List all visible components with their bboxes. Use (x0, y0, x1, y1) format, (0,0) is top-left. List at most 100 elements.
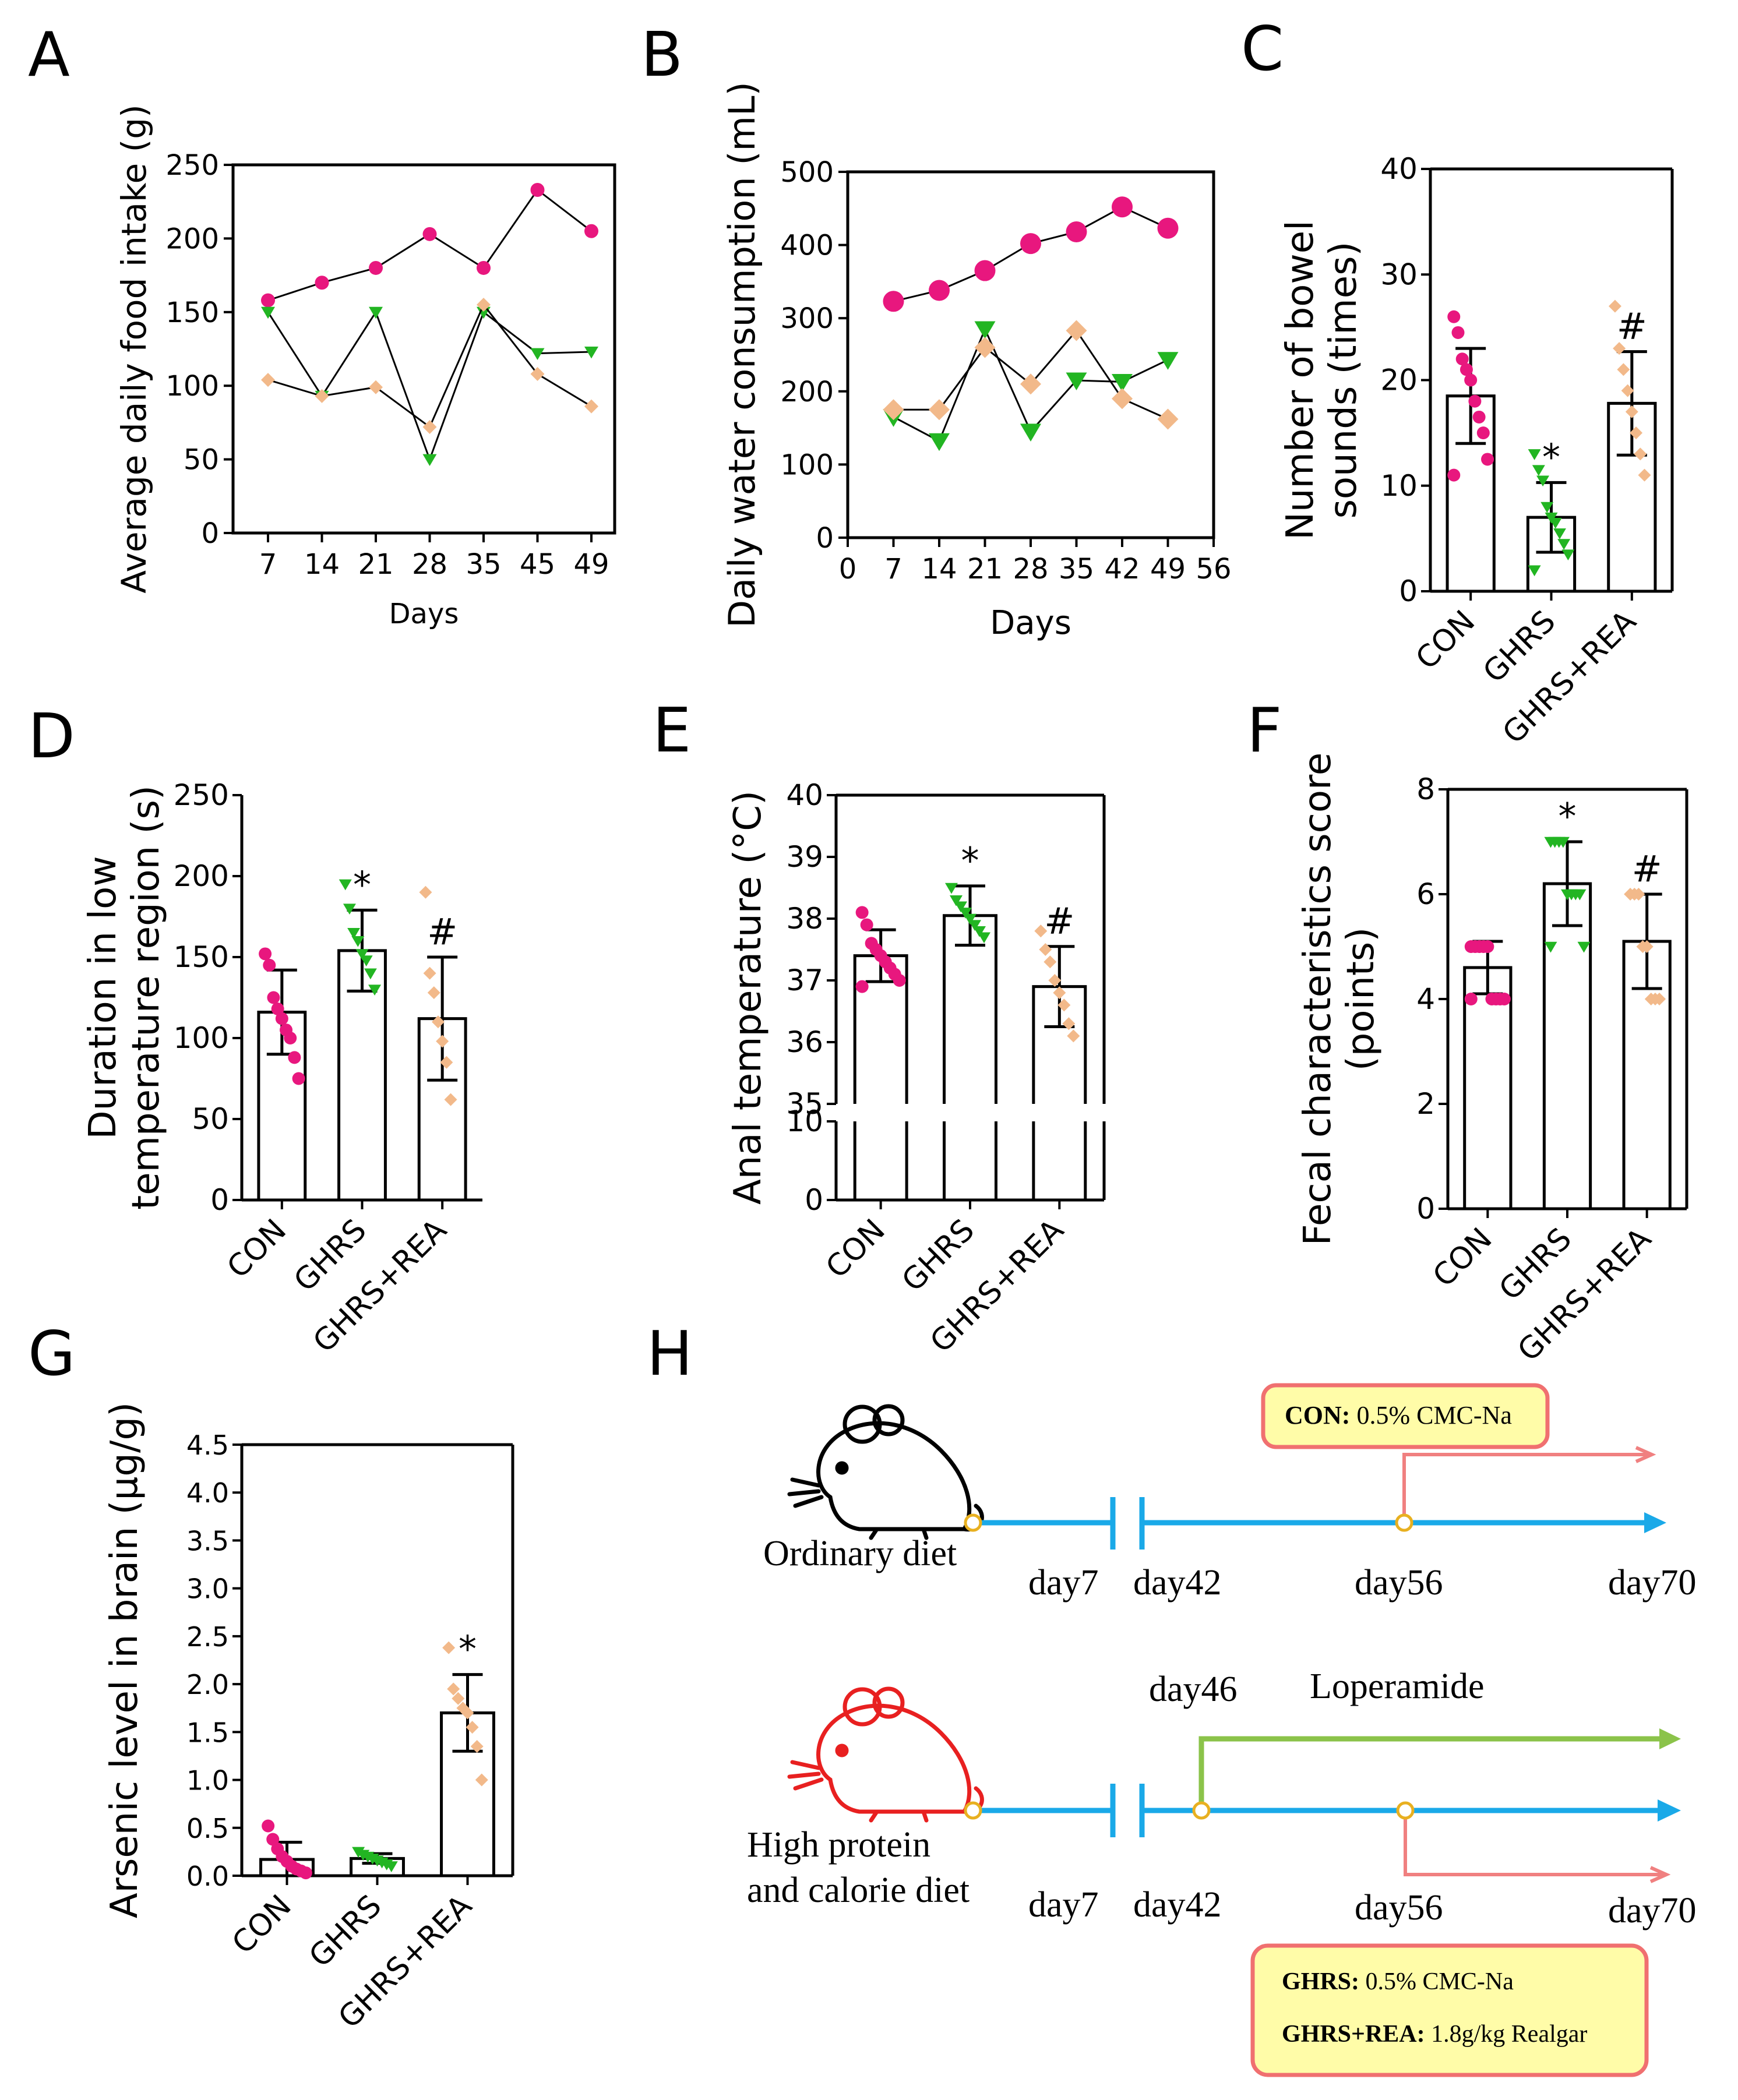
data-point-ghrs+rea (1057, 998, 1071, 1012)
data-point-ghrs+rea (1053, 986, 1066, 1000)
bottom-day42: day42 (1133, 1885, 1222, 1925)
series-line-ghrs (267, 310, 592, 462)
data-point-ghrs+rea (1632, 888, 1645, 901)
day46-label: day46 (1149, 1670, 1238, 1709)
data-point-con (267, 991, 280, 1004)
data-point-con (1468, 394, 1482, 408)
y-tick-label: 4.5 (186, 1430, 229, 1461)
data-point-con (1066, 221, 1087, 242)
x-tick-label: 49 (1150, 553, 1186, 585)
y-axis-label-line-1: sounds (times) (1322, 242, 1365, 519)
x-tick-label: 45 (520, 548, 555, 581)
ghrs-box-line2: GHRS+REA: 1.8g/kg Realgar (1282, 2021, 1587, 2048)
data-point-con (263, 958, 276, 972)
y-tick-label: 2.0 (186, 1669, 229, 1700)
data-point-ghrs (1532, 465, 1545, 477)
y-tick-label: 6 (1416, 877, 1435, 911)
data-point-ghrs+rea (444, 1093, 457, 1106)
y-tick-label: 1.5 (186, 1717, 229, 1748)
x-tick-label: CON (819, 1213, 892, 1286)
data-point-con (284, 1032, 297, 1044)
x-tick-label: 21 (967, 553, 1003, 585)
data-point-ghrs (1549, 517, 1562, 529)
data-point-ghrs+rea (1039, 943, 1052, 956)
data-point-ghrs (369, 306, 383, 319)
data-point-ghrs (958, 908, 972, 919)
top-day56: day56 (1355, 1563, 1443, 1603)
data-point-ghrs+rea (584, 399, 598, 414)
data-point-ghrs+rea (447, 1682, 460, 1696)
data-point-ghrs+rea (1617, 363, 1630, 376)
data-point-con (893, 974, 906, 987)
y-tick-label: 0 (805, 1183, 823, 1217)
data-point-ghrs+rea (883, 399, 904, 421)
data-point-ghrs+rea (1020, 373, 1041, 395)
x-tick-label: CON (225, 1889, 298, 1961)
significance-mark: # (427, 910, 457, 953)
data-point-ghrs (1528, 449, 1541, 460)
y-axis-label-line-0: Number of bowel (1279, 220, 1322, 540)
y-tick-label: 36 (786, 1025, 823, 1059)
data-point-ghrs+rea (419, 885, 432, 899)
x-tick-label: 28 (412, 548, 447, 581)
data-point-con (860, 918, 873, 931)
y-axis-label-line-0: Duration in low (82, 856, 125, 1139)
data-point-ghrs+rea (1062, 1017, 1076, 1030)
data-point-con (1476, 426, 1490, 440)
y-tick-label: 0 (1399, 574, 1418, 608)
y-tick-label: 200 (165, 223, 219, 255)
data-point-ghrs (261, 306, 275, 319)
data-point-ghrs (1573, 889, 1587, 901)
data-point-ghrs (1020, 423, 1041, 442)
data-point-ghrs (1528, 565, 1541, 577)
y-tick-label: 2 (1416, 1087, 1435, 1121)
data-point-con (1460, 363, 1473, 376)
data-point-ghrs+rea (1653, 993, 1666, 1005)
data-point-con (1481, 940, 1494, 953)
data-point-ghrs+rea (1067, 1029, 1080, 1043)
y-tick-label: 400 (780, 230, 834, 262)
y-tick-label: 0 (1416, 1192, 1435, 1226)
bar-con (1463, 966, 1513, 1210)
data-point-ghrs (364, 968, 377, 980)
data-point-con (315, 276, 329, 290)
x-tick-label: 14 (921, 553, 957, 585)
data-point-con (261, 293, 275, 308)
top-day7: day7 (1028, 1563, 1099, 1603)
data-point-ghrs (1557, 539, 1571, 550)
data-point-ghrs (1577, 941, 1591, 953)
data-point-ghrs+rea (1640, 940, 1654, 953)
data-point-ghrs (359, 955, 373, 967)
data-point-con (275, 1012, 288, 1025)
y-tick-label: 100 (780, 449, 834, 481)
data-point-ghrs (1544, 941, 1557, 953)
panel-label-b: B (641, 19, 683, 90)
data-point-con (1447, 310, 1461, 323)
data-point-con (1455, 352, 1469, 366)
data-point-ghrs (974, 321, 996, 340)
bar-ghrs (1542, 882, 1592, 1210)
y-tick-label: 0.5 (186, 1813, 229, 1844)
y-tick-label: 20 (1380, 363, 1418, 397)
data-point-ghrs (385, 1861, 398, 1873)
data-point-ghrs (1536, 475, 1550, 487)
con-box-text: CON: 0.5% CMC-Na (1285, 1401, 1512, 1430)
data-point-ghrs+rea (530, 366, 545, 381)
data-point-ghrs+rea (1613, 342, 1626, 355)
data-point-ghrs (1540, 502, 1554, 513)
plot-frame (231, 163, 616, 535)
x-tick-label: CON (220, 1213, 293, 1286)
data-point-ghrs (1553, 528, 1566, 539)
data-point-con (292, 1072, 305, 1085)
y-tick-label: 0 (201, 517, 219, 550)
data-point-con (1020, 233, 1041, 255)
data-point-ghrs+rea (929, 399, 950, 421)
data-point-ghrs (1157, 352, 1179, 370)
y-axis-label-line-0: Fecal characteristics score (1296, 753, 1339, 1246)
y-tick-label: 40 (1380, 152, 1418, 186)
